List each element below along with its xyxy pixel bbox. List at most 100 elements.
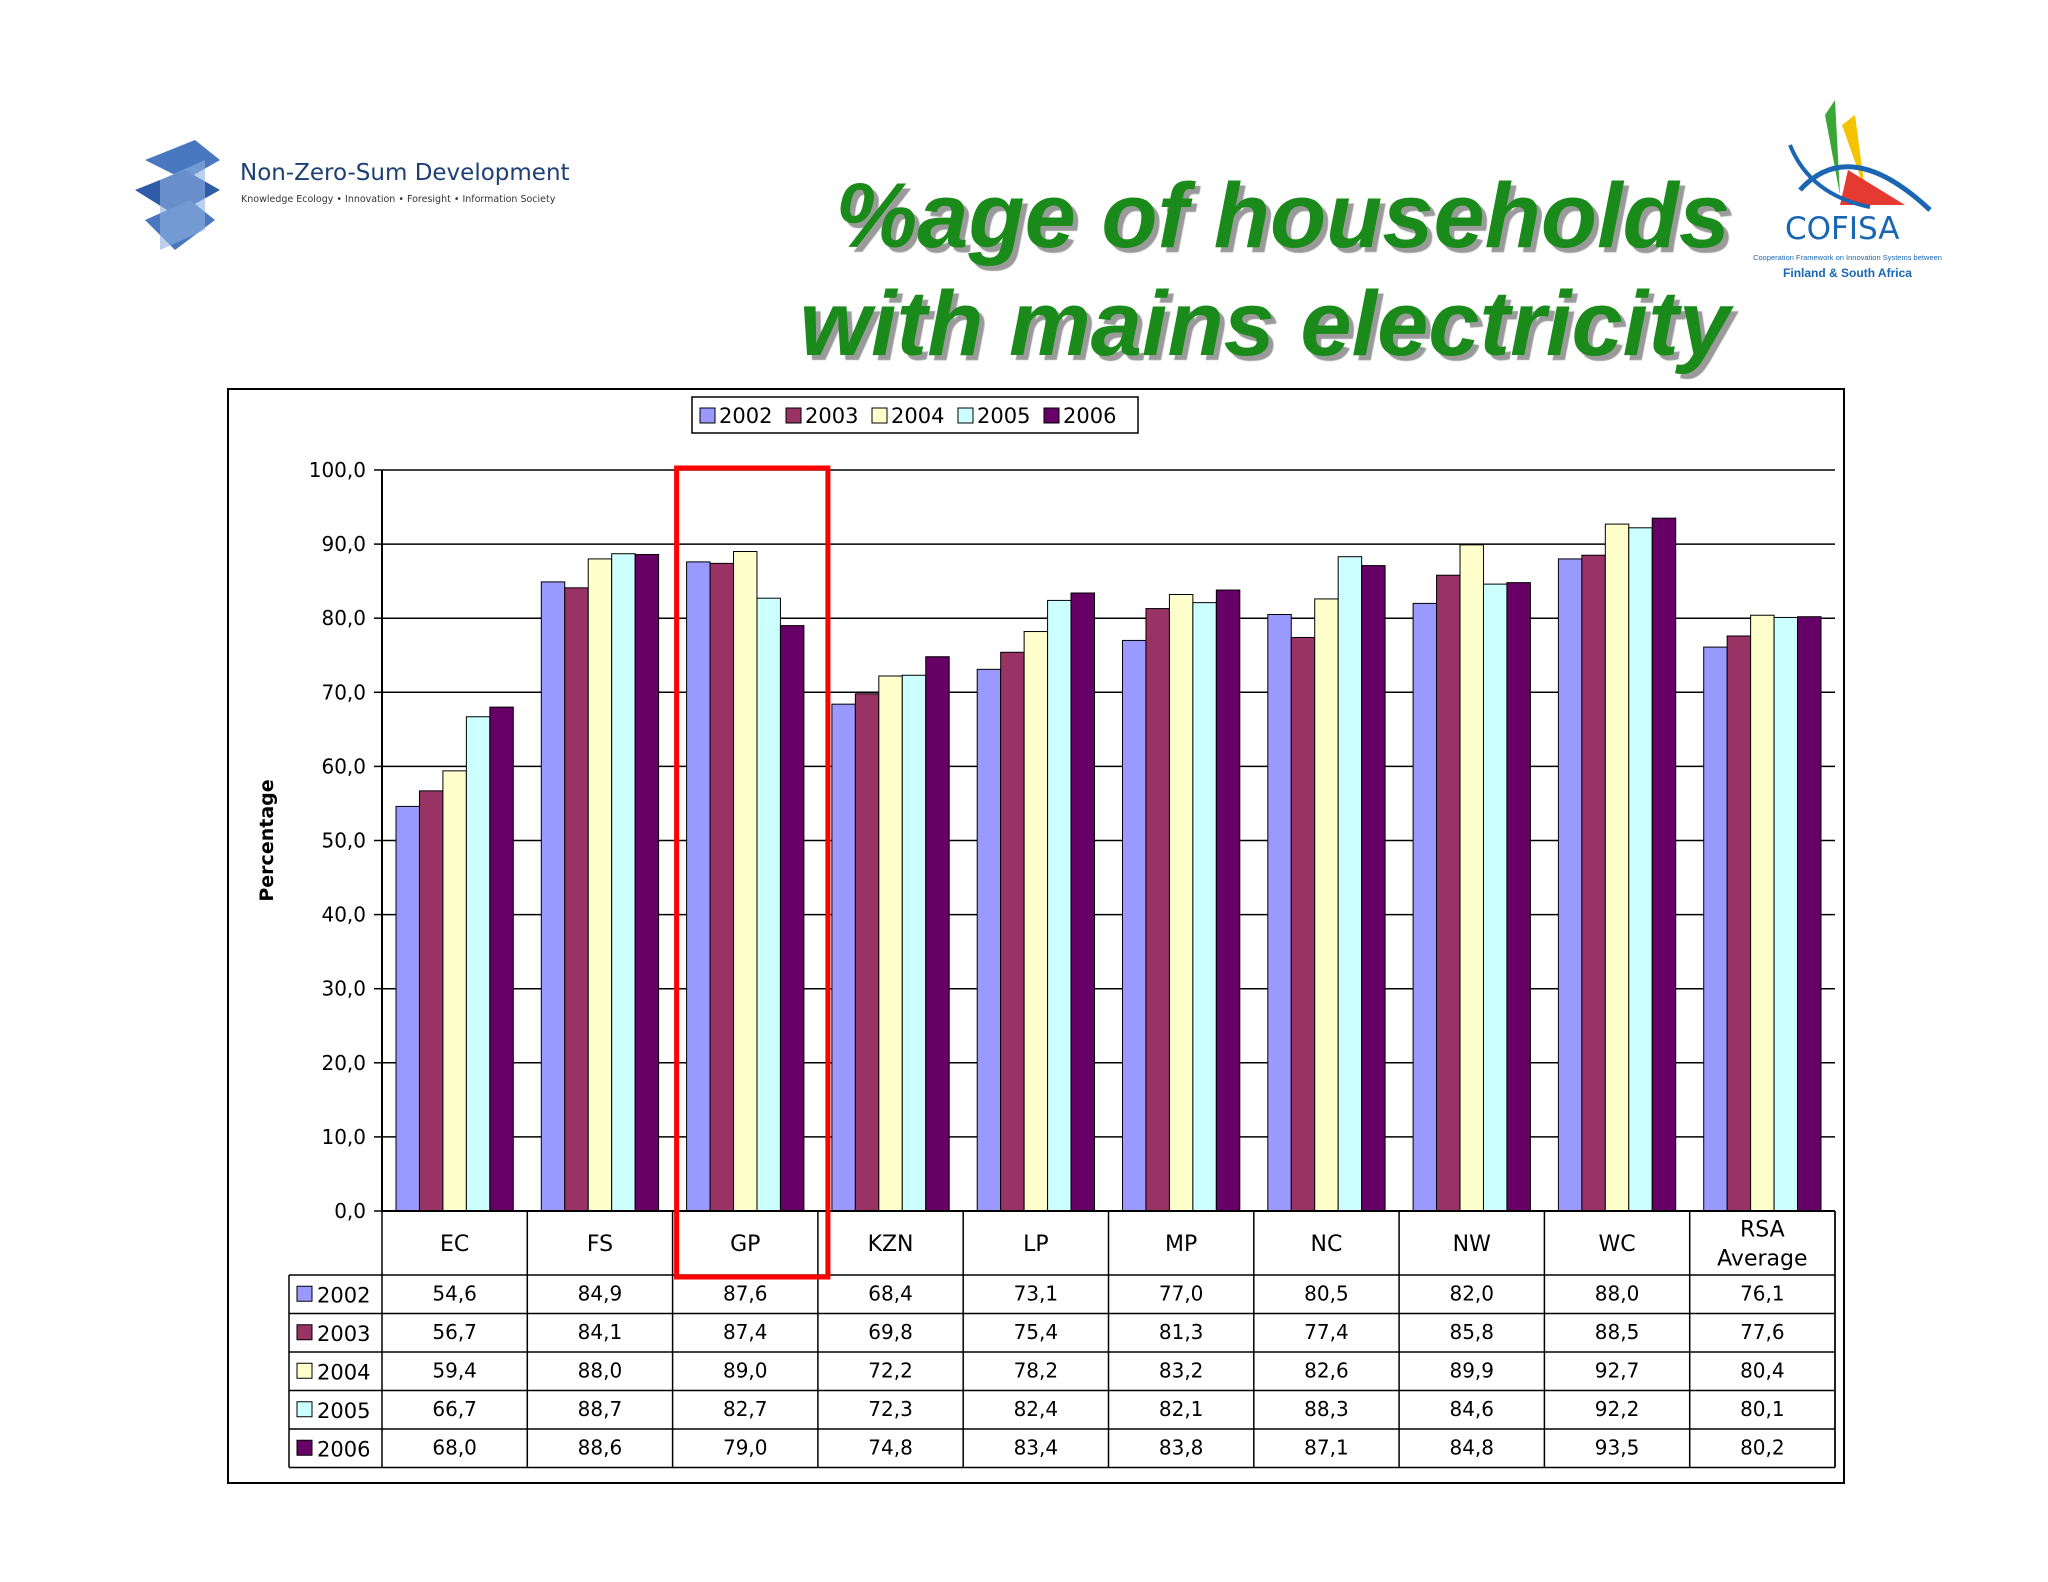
- page-title: %age of households with mains electricit…: [799, 162, 1730, 378]
- bar-2005-ec: [465, 716, 491, 1212]
- bar-2003-mp: [1145, 608, 1170, 1212]
- cofisa-sail-icon: [1788, 100, 1932, 212]
- bar-2004-ec: [442, 770, 467, 1212]
- table-series-name: 2002: [317, 1283, 370, 1307]
- data-label: 74,8: [868, 1435, 913, 1459]
- bar-2002-ec: [395, 805, 420, 1212]
- bar-2003-rsa-average: [1726, 635, 1752, 1212]
- bar-2006-gp: [779, 625, 805, 1212]
- table-legend-key: [296, 1285, 313, 1302]
- bar-2003-nc: [1290, 636, 1316, 1212]
- legend-label: 2002: [719, 404, 772, 428]
- data-label: 82,1: [1159, 1397, 1204, 1421]
- data-label: 73,1: [1014, 1281, 1059, 1305]
- data-label: 87,1: [1304, 1435, 1349, 1459]
- data-label: 59,4: [432, 1358, 477, 1382]
- table-series-name: 2005: [317, 1399, 370, 1423]
- y-tick-label: 50,0: [321, 829, 366, 853]
- bar-2003-kzn: [854, 693, 880, 1212]
- data-label: 88,6: [578, 1435, 623, 1459]
- bar-2002-nw: [1412, 602, 1438, 1212]
- y-tick-label: 70,0: [321, 680, 366, 704]
- x-tick-label: FS: [587, 1232, 613, 1257]
- data-label: 83,2: [1159, 1358, 1204, 1382]
- data-label: 88,3: [1304, 1397, 1349, 1421]
- bar-2004-lp: [1023, 631, 1049, 1212]
- bar-2004-rsa-average: [1750, 614, 1775, 1212]
- data-label: 72,3: [868, 1397, 913, 1421]
- table-legend-key: [296, 1324, 313, 1341]
- bar-2005-lp: [1047, 599, 1072, 1212]
- data-label: 54,6: [432, 1281, 477, 1305]
- x-tick-label: LP: [1023, 1232, 1049, 1257]
- bar-2006-rsa-average: [1797, 616, 1822, 1212]
- data-label: 80,2: [1740, 1435, 1785, 1459]
- data-label: 85,8: [1449, 1320, 1494, 1344]
- bar-2006-ec: [489, 706, 514, 1212]
- highlight-box: [674, 465, 831, 1280]
- legend: [691, 396, 1139, 434]
- bar-2002-mp: [1122, 639, 1147, 1212]
- data-label: 92,2: [1595, 1397, 1640, 1421]
- data-label: 83,8: [1159, 1435, 1204, 1459]
- x-tick-label: KZN: [868, 1232, 914, 1257]
- bar-2002-wc: [1557, 558, 1583, 1212]
- cofisa-brand-tagline: Cooperation Framework on Innovation Syst…: [1753, 253, 1942, 262]
- data-label: 77,4: [1304, 1320, 1349, 1344]
- bar-2006-nw: [1506, 582, 1531, 1212]
- bar-2002-rsa-average: [1703, 646, 1728, 1212]
- data-label: 56,7: [432, 1320, 477, 1344]
- data-label: 80,5: [1304, 1281, 1349, 1305]
- bar-2003-fs: [564, 587, 589, 1212]
- legend-label: 2006: [1063, 404, 1116, 428]
- data-label: 68,0: [432, 1435, 477, 1459]
- bar-2006-kzn: [925, 656, 950, 1212]
- bar-2002-fs: [540, 581, 566, 1212]
- legend-swatch: [871, 407, 888, 424]
- title-line-1: %age of households: [835, 165, 1730, 267]
- data-label: 88,5: [1595, 1320, 1640, 1344]
- table-legend-key: [296, 1362, 313, 1379]
- data-label: 78,2: [1014, 1358, 1059, 1382]
- bar-2003-wc: [1581, 554, 1606, 1212]
- bar-2006-fs: [634, 553, 660, 1212]
- table-series-name: 2004: [317, 1360, 370, 1384]
- bar-2006-lp: [1070, 592, 1095, 1212]
- bar-2005-mp: [1192, 602, 1217, 1212]
- x-tick-label: NW: [1453, 1232, 1491, 1257]
- data-label: 82,4: [1014, 1397, 1059, 1421]
- bar-2005-kzn: [901, 674, 927, 1212]
- bar-2003-nw: [1436, 574, 1461, 1212]
- data-label: 83,4: [1014, 1435, 1059, 1459]
- data-label: 66,7: [432, 1397, 477, 1421]
- data-label: 84,8: [1449, 1435, 1494, 1459]
- legend-swatch: [785, 407, 802, 424]
- bar-2002-gp: [686, 561, 711, 1212]
- y-tick-label: 40,0: [321, 903, 366, 927]
- data-label: 84,6: [1449, 1397, 1494, 1421]
- data-label: 84,1: [578, 1320, 623, 1344]
- cofisa-brand-name: COFISA: [1785, 211, 1900, 247]
- x-tick-label: NC: [1311, 1232, 1343, 1257]
- x-tick-label: WC: [1598, 1232, 1635, 1257]
- nzs-brand-tagline: Knowledge Ecology • Innovation • Foresig…: [241, 194, 556, 205]
- y-tick-label: 80,0: [321, 606, 366, 630]
- y-axis-label: Percentage: [256, 779, 278, 901]
- data-label: 68,4: [868, 1281, 913, 1305]
- data-label: 88,0: [578, 1358, 623, 1382]
- y-tick-label: 10,0: [321, 1125, 366, 1149]
- bar-2004-nc: [1314, 598, 1339, 1212]
- data-label: 80,1: [1740, 1397, 1785, 1421]
- table-legend-key: [296, 1439, 313, 1456]
- data-label: 82,6: [1304, 1358, 1349, 1382]
- data-label: 76,1: [1740, 1281, 1785, 1305]
- y-tick-label: 0,0: [334, 1199, 366, 1223]
- bar-2006-mp: [1215, 589, 1241, 1212]
- bar-2005-nc: [1337, 556, 1363, 1212]
- table-series-name: 2003: [317, 1322, 370, 1346]
- data-label: 92,7: [1595, 1358, 1640, 1382]
- data-label: 69,8: [868, 1320, 913, 1344]
- data-label: 87,6: [723, 1281, 768, 1305]
- x-tick-label: GP: [730, 1232, 760, 1257]
- data-label: 77,0: [1159, 1281, 1204, 1305]
